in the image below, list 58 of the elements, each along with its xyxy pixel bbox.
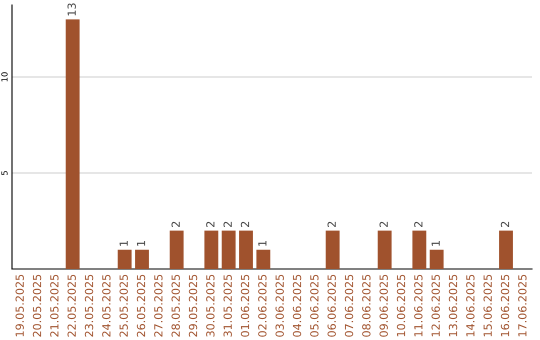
x-tick-label: 03.06.2025 [275,274,284,337]
bar [66,19,80,269]
data-label: 2 [171,222,180,228]
bar [170,230,184,269]
x-tick-label: 23.05.2025 [84,274,94,337]
x-tick-label: 28.05.2025 [171,274,180,337]
x-tick-label: 25.05.2025 [119,274,128,337]
x-tick-label: 05.06.2025 [310,274,319,337]
bar [222,230,236,269]
x-tick-label: 16.06.2025 [500,274,510,336]
data-label: 2 [223,222,232,228]
x-tick-label: 30.05.2025 [206,274,215,337]
x-tick-label: 07.06.2025 [344,274,354,337]
x-tick-label: 21.05.2025 [50,274,59,337]
bar [412,230,426,269]
data-label: 1 [120,240,128,246]
bar [499,230,513,269]
x-tick-label: 26.05.2025 [136,274,146,337]
x-tick-label: 06.06.2025 [327,274,336,337]
x-tick-label: 20.05.2025 [32,274,42,337]
x-tick-label: 24.05.2025 [102,274,111,337]
data-label: 2 [240,222,250,228]
y-tick-label: 5 [1,171,8,176]
bar [378,230,392,269]
data-label: 2 [206,222,214,228]
x-tick-label: 12.06.2025 [431,274,440,336]
data-label: 2 [379,222,388,228]
y-tick-label: 10 [1,72,8,82]
x-tick-label: 02.06.2025 [258,274,267,337]
x-tick-label: 13.06.2025 [448,274,458,336]
x-tick-label: 19.05.2025 [15,274,24,336]
x-tick-label: 14.06.2025 [466,274,475,336]
bar [135,250,149,269]
data-label: 2 [327,222,336,228]
data-label: 1 [432,240,440,246]
x-tick-label: 15.06.2025 [483,274,492,336]
x-tick-label: 11.06.2025 [414,274,423,336]
x-tick-label: 08.06.2025 [362,274,371,337]
x-tick-label: 01.06.2025 [240,274,250,337]
bar [430,250,444,269]
x-tick-label: 31.05.2025 [223,274,232,337]
data-label: 2 [500,222,510,228]
bar [204,230,218,269]
x-tick-label: 17.06.2025 [518,274,527,336]
data-label: 1 [258,240,266,246]
data-label: 13 [67,3,76,16]
data-label: 1 [136,240,146,246]
bar [256,250,270,269]
x-tick-label: 27.05.2025 [154,274,163,337]
x-tick-label: 22.05.2025 [67,274,76,337]
x-tick-label: 04.06.2025 [292,274,302,337]
bar [326,230,340,269]
x-tick-label: 09.06.2025 [379,274,388,337]
bar [239,230,253,269]
bar [118,250,132,269]
data-label: 2 [414,222,422,228]
x-tick-label: 29.05.2025 [188,274,198,337]
x-tick-label: 10.06.2025 [396,274,406,336]
